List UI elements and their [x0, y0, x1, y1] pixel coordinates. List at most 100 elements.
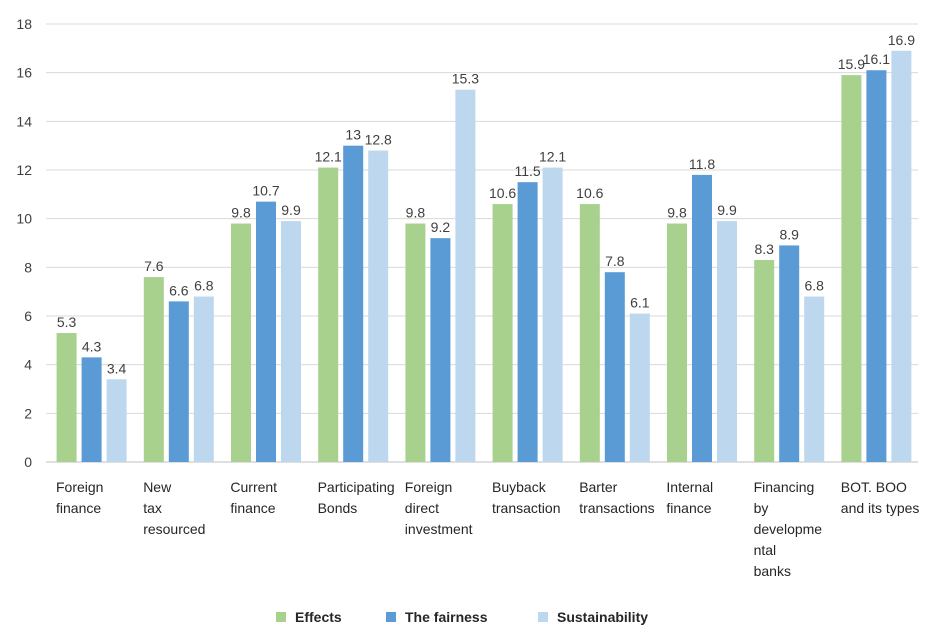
- data-label: 6.8: [194, 278, 214, 294]
- category-label-line: Foreign: [405, 479, 452, 495]
- y-tick-label: 14: [16, 113, 32, 129]
- data-label: 11.8: [689, 156, 715, 172]
- data-label: 6.8: [804, 278, 824, 294]
- data-label: 5.3: [57, 314, 77, 330]
- data-label: 8.9: [779, 226, 799, 242]
- data-label: 6.1: [630, 295, 650, 311]
- category-label: Barter transactions: [579, 479, 654, 516]
- y-tick-label: 8: [24, 259, 32, 275]
- data-label: 9.9: [717, 202, 737, 218]
- data-label: 15.9: [838, 56, 865, 72]
- bar-effects: [231, 223, 251, 462]
- bar-the-fairness: [604, 272, 625, 462]
- category-label: BOT. BOO and its types: [841, 479, 920, 516]
- category-label-line: finance: [666, 500, 711, 516]
- bar-sustainability: [455, 89, 476, 462]
- category-label-line: resourced: [143, 521, 205, 537]
- legend-item-the-fairness: The fairness: [386, 606, 487, 628]
- data-label: 10.6: [489, 185, 516, 201]
- category-label-line: BOT. BOO: [841, 479, 907, 495]
- bar-sustainability: [281, 221, 301, 462]
- bar-effects: [492, 204, 513, 463]
- bar-the-fairness: [517, 182, 538, 462]
- bar-effects: [841, 75, 862, 462]
- data-label: 9.8: [406, 205, 426, 221]
- y-tick-label: 16: [16, 65, 32, 81]
- data-label: 10.6: [576, 185, 603, 201]
- legend-item-sustainability: Sustainability: [538, 606, 648, 628]
- data-label: 8.3: [754, 241, 774, 257]
- data-label: 6.6: [169, 282, 189, 298]
- data-label: 9.8: [667, 205, 687, 221]
- y-tick-label: 2: [24, 405, 32, 421]
- category-label-line: finance: [230, 500, 275, 516]
- legend-label: Effects: [295, 609, 342, 625]
- bar-effects: [667, 223, 687, 462]
- legend-label: Sustainability: [557, 609, 649, 625]
- category-label: Internal finance: [666, 479, 713, 516]
- bar-effects: [318, 167, 339, 463]
- category-label-line: direct: [405, 500, 439, 516]
- category-label: New tax resourced: [143, 479, 205, 537]
- legend-label: The fairness: [405, 609, 488, 625]
- bar-chart: 5.3 7.6 9.8 12.1 9.8 10.6 10.6 9.8 8.3 15.9 4.3 6.6…: [16, 16, 920, 579]
- category-label-line: investment: [405, 521, 473, 537]
- category-label: Foreign direct investment: [405, 479, 473, 537]
- legend-swatch: [386, 612, 396, 622]
- category-label-line: Internal: [666, 479, 713, 495]
- bar-effects: [405, 223, 426, 462]
- bar-effects: [754, 260, 775, 462]
- y-tick-label: 6: [24, 308, 32, 324]
- category-label-line: ntal: [754, 542, 777, 558]
- data-label: 12.8: [365, 132, 392, 148]
- category-label: Participating Bonds: [318, 479, 395, 516]
- bar-sustainability: [193, 296, 214, 462]
- category-label-line: developme: [754, 521, 823, 537]
- data-label: 16.9: [888, 32, 915, 48]
- data-label: 9.2: [431, 219, 451, 235]
- bar-the-fairness: [343, 145, 364, 462]
- bar-sustainability: [106, 379, 127, 462]
- category-label-line: banks: [754, 563, 791, 579]
- data-label: 15.3: [452, 71, 479, 87]
- data-label: 13: [345, 127, 361, 143]
- bar-sustainability: [542, 167, 563, 463]
- bar-sustainability: [717, 221, 737, 462]
- bar-effects: [143, 277, 164, 462]
- category-label-line: Buyback: [492, 479, 547, 495]
- bar-the-fairness: [779, 245, 800, 462]
- legend-item-effects: Effects: [276, 606, 342, 628]
- data-label: 10.7: [252, 183, 279, 199]
- data-label: 16.1: [863, 51, 890, 67]
- data-label: 3.4: [107, 360, 127, 376]
- data-label: 7.8: [605, 253, 625, 269]
- bar-the-fairness: [168, 301, 189, 462]
- category-label-line: Participating: [318, 479, 395, 495]
- data-label: 9.8: [231, 205, 251, 221]
- bar-sustainability: [891, 50, 912, 463]
- data-label: 7.6: [144, 258, 164, 274]
- category-label-line: Barter: [579, 479, 617, 495]
- chart-legend: Effects The fairness Sustainability: [0, 606, 935, 628]
- data-label: 11.5: [514, 163, 540, 179]
- category-label-line: tax: [143, 500, 162, 516]
- y-tick-label: 4: [24, 357, 32, 373]
- bar-the-fairness: [692, 174, 712, 462]
- category-label-line: Financing: [754, 479, 815, 495]
- bar-sustainability: [629, 313, 650, 462]
- category-label-line: transaction: [492, 500, 560, 516]
- category-label: Current finance: [230, 479, 277, 516]
- category-label-line: finance: [56, 500, 101, 516]
- y-tick-label: 10: [16, 211, 32, 227]
- data-label: 9.9: [281, 202, 301, 218]
- y-tick-label: 0: [24, 454, 32, 470]
- legend-swatch: [276, 612, 286, 622]
- category-label-line: New: [143, 479, 172, 495]
- y-tick-label: 18: [16, 16, 32, 32]
- bar-the-fairness: [430, 238, 451, 462]
- data-label: 4.3: [82, 338, 102, 354]
- category-label-line: Bonds: [318, 500, 358, 516]
- category-label: Financing by developme ntal banks: [754, 479, 823, 579]
- category-label-line: by: [754, 500, 769, 516]
